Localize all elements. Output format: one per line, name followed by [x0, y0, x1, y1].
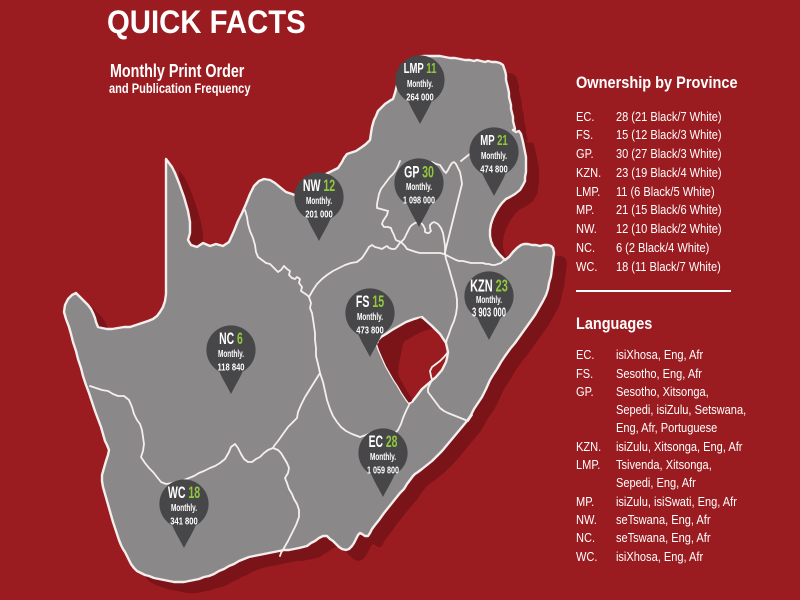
svg-text:341 800: 341 800: [170, 515, 198, 526]
svg-text:Monthly.: Monthly.: [476, 293, 502, 305]
svg-text:264 000: 264 000: [406, 91, 434, 102]
svg-text:NC 6: NC 6: [219, 330, 243, 348]
svg-text:Monthly.: Monthly.: [370, 450, 396, 462]
svg-text:118 840: 118 840: [217, 361, 244, 372]
svg-text:Monthly.: Monthly.: [306, 194, 332, 206]
svg-text:1 098 000: 1 098 000: [403, 194, 435, 205]
svg-text:FS 15: FS 15: [356, 291, 384, 310]
svg-text:Monthly.: Monthly.: [407, 77, 433, 89]
svg-text:473 800: 473 800: [356, 324, 384, 335]
svg-text:3 903 000: 3 903 000: [472, 307, 506, 320]
svg-text:WC 18: WC 18: [168, 482, 200, 501]
svg-text:EC 28: EC 28: [369, 433, 398, 451]
svg-text:MP 21: MP 21: [480, 132, 507, 149]
svg-text:201 000: 201 000: [305, 208, 333, 219]
svg-text:474 800: 474 800: [480, 163, 508, 174]
svg-text:KZN 23: KZN 23: [470, 277, 508, 296]
svg-text:Monthly.: Monthly.: [481, 149, 507, 161]
svg-text:Monthly.: Monthly.: [171, 501, 197, 513]
svg-text:GP 30: GP 30: [404, 162, 434, 181]
svg-text:1 059 800: 1 059 800: [367, 464, 399, 475]
svg-text:Monthly.: Monthly.: [218, 347, 244, 359]
svg-text:Monthly.: Monthly.: [357, 310, 383, 322]
svg-text:NW 12: NW 12: [303, 175, 335, 194]
svg-text:LMP 11: LMP 11: [404, 60, 437, 77]
svg-text:Monthly.: Monthly.: [406, 180, 432, 192]
